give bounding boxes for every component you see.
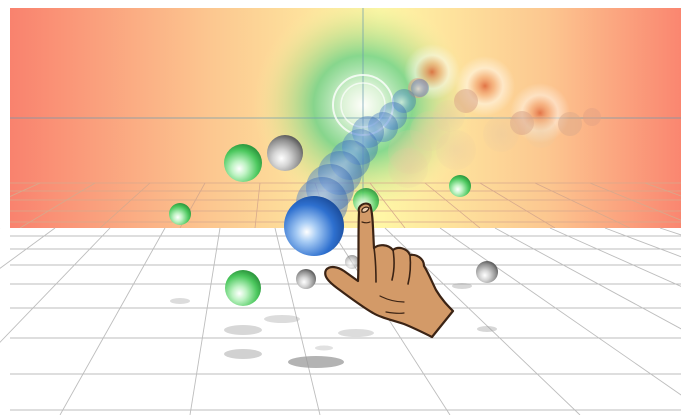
selected-blue-sphere[interactable] (284, 196, 344, 256)
floor-shadows (170, 283, 497, 368)
gray-sphere[interactable] (296, 269, 316, 289)
green-sphere[interactable] (449, 175, 471, 197)
green-sphere[interactable] (169, 203, 191, 225)
gray-sphere[interactable] (476, 261, 498, 283)
hand-pointer-icon (324, 202, 455, 339)
front-floor-grid (0, 227, 681, 415)
green-sphere[interactable] (225, 270, 261, 306)
gray-sphere[interactable] (267, 135, 303, 171)
green-sphere[interactable] (224, 144, 262, 182)
gray-sphere[interactable] (345, 255, 359, 269)
